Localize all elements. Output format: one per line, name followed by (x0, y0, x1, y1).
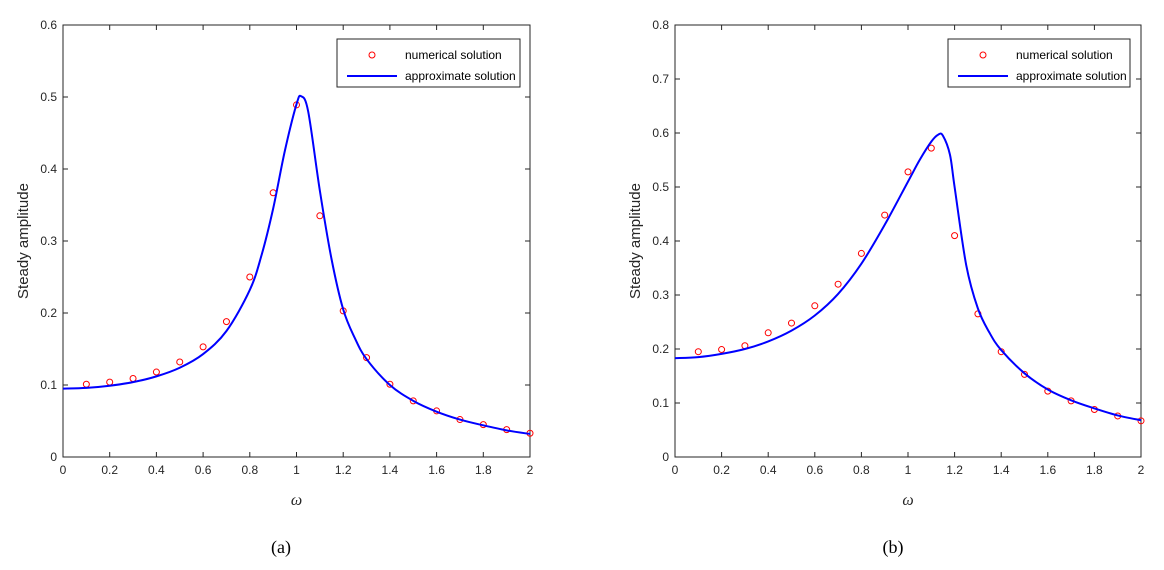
y-tick-label: 0.3 (40, 234, 57, 248)
plot-area-frame (62, 24, 531, 458)
y-tick-label: 0.2 (40, 306, 57, 320)
panel-caption: (a) (271, 537, 291, 558)
y-tick-label: 0.5 (652, 180, 669, 194)
legend-marker-swatch (368, 51, 376, 59)
data-point-numerical-solution (152, 368, 160, 376)
y-tick-label: 0.7 (652, 72, 669, 86)
x-tick-label: 1.2 (946, 463, 963, 477)
data-point-numerical-solution (881, 211, 889, 219)
x-tick-label: 2 (1138, 463, 1145, 477)
x-tick-label: 1.8 (475, 463, 492, 477)
chart-panel-b: 0 0.2 0.4 0.6 0.8 1 1.2 1.4 1.6 1.8 2 0 0.1 0.2 0.3 0.4… (627, 18, 1145, 558)
y-tick-label: 0.5 (40, 90, 57, 104)
data-point-numerical-solution (951, 232, 959, 240)
data-point-numerical-solution (1021, 370, 1028, 378)
x-tick-label: 2 (527, 463, 534, 477)
data-point-numerical-solution (718, 346, 726, 354)
data-point-numerical-solution (788, 319, 795, 327)
legend-label: numerical solution (405, 48, 502, 62)
y-tick-label: 0.4 (40, 162, 57, 176)
y-axis-label: Steady amplitude (15, 183, 32, 299)
x-tick-label: 1 (293, 463, 300, 477)
legend-label: approximate solution (1016, 69, 1127, 83)
data-point-numerical-solution (904, 168, 912, 176)
x-tick-label: 1 (905, 463, 912, 477)
y-tick-label: 0.4 (652, 234, 669, 248)
data-point-numerical-solution (764, 329, 772, 337)
x-tick-label: 0 (672, 463, 679, 477)
data-point-numerical-solution (927, 144, 935, 152)
data-point-numerical-solution (694, 348, 702, 356)
y-tick-label: 0 (662, 450, 669, 464)
legend: numerical solution approximate solution (336, 38, 521, 88)
legend-box (336, 38, 521, 88)
legend-marker-swatch (979, 51, 987, 59)
series-line-approximate-solution (674, 132, 1142, 422)
data-point-numerical-solution (834, 280, 842, 288)
x-axis-label: ω (902, 492, 913, 509)
x-tick-label: 1.4 (993, 463, 1010, 477)
data-point-numerical-solution (409, 397, 417, 405)
y-tick-label: 0.6 (40, 18, 57, 32)
x-tick-label: 0.8 (853, 463, 870, 477)
data-point-numerical-solution (857, 249, 865, 257)
x-tick-label: 0.8 (241, 463, 258, 477)
x-tick-label: 0.6 (806, 463, 823, 477)
x-tick-label: 0.4 (148, 463, 165, 477)
legend: numerical solution approximate solution (947, 38, 1131, 88)
x-tick-label: 1.6 (428, 463, 445, 477)
panel-caption: (b) (883, 537, 904, 558)
y-tick-label: 0.3 (652, 288, 669, 302)
x-tick-label: 0.4 (760, 463, 777, 477)
y-tick-label: 0 (50, 450, 57, 464)
data-point-numerical-solution (1137, 417, 1145, 425)
series-line-approximate-solution (62, 94, 531, 435)
x-tick-label: 1.8 (1086, 463, 1103, 477)
x-tick-label: 0.2 (713, 463, 730, 477)
y-tick-label: 0.8 (652, 18, 669, 32)
x-tick-label: 0.2 (101, 463, 118, 477)
data-point-numerical-solution (386, 380, 394, 388)
data-point-numerical-solution (176, 358, 184, 366)
x-axis-label: ω (291, 492, 302, 509)
x-tick-label: 1.6 (1039, 463, 1056, 477)
y-tick-label: 0.1 (40, 378, 57, 392)
data-point-numerical-solution (316, 212, 324, 220)
x-tick-label: 0.6 (195, 463, 212, 477)
plot-area-frame (674, 24, 1142, 458)
y-tick-label: 0.6 (652, 126, 669, 140)
y-tick-label: 0.1 (652, 396, 669, 410)
x-tick-label: 1.4 (382, 463, 399, 477)
legend-box (947, 38, 1131, 88)
legend-label: numerical solution (1016, 48, 1113, 62)
x-tick-label: 1.2 (335, 463, 352, 477)
data-point-numerical-solution (199, 343, 207, 351)
data-point-numerical-solution (246, 273, 254, 281)
legend-label: approximate solution (405, 69, 516, 83)
data-point-numerical-solution (811, 302, 819, 310)
x-tick-label: 0 (60, 463, 67, 477)
chart-panel-a: 0 0.2 0.4 0.6 0.8 1 1.2 1.4 1.6 1.8 2 0 0.1 0.2 0.3 0.4… (15, 18, 534, 558)
y-tick-label: 0.2 (652, 342, 669, 356)
y-axis-label: Steady amplitude (627, 183, 644, 299)
data-point-numerical-solution (222, 318, 230, 326)
